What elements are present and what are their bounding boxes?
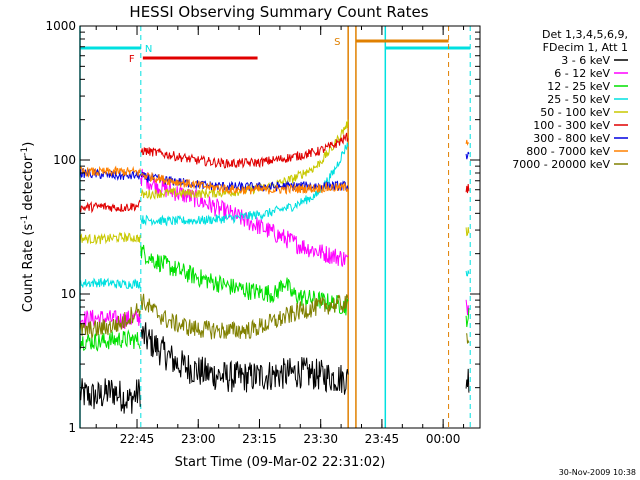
legend-label: 800 - 7000 keV <box>526 145 610 158</box>
series-group <box>79 119 470 414</box>
legend-label: 7000 - 20000 keV <box>512 158 610 171</box>
series-8 <box>79 139 469 195</box>
series-4 <box>79 142 470 290</box>
x-tick-label: 23:15 <box>242 432 277 446</box>
y-tick-label: 1 <box>68 421 76 435</box>
y-tick-label: 100 <box>53 153 76 167</box>
series-trace <box>465 299 470 316</box>
series-trace <box>140 168 349 267</box>
series-6 <box>79 132 470 214</box>
plot-frame <box>79 25 481 429</box>
series-9 <box>79 293 470 344</box>
axis-ticks: 1 10 100 1000 22:45 23:00 23:15 23:30 23:45 00:00 <box>45 19 480 446</box>
series-trace <box>465 183 470 194</box>
legend-header: FDecim 1, Att 1 <box>543 41 628 54</box>
y-axis-label-main: Count Rate (s <box>21 224 36 313</box>
series-trace <box>140 293 349 340</box>
timestamp: 30-Nov-2009 10:38 <box>559 468 636 477</box>
series-trace <box>79 277 141 290</box>
x-tick-label: 00:00 <box>426 432 461 446</box>
series-5 <box>79 119 470 246</box>
legend-header: Det 1,3,4,5,6,9, <box>542 28 628 41</box>
legend-label: 300 - 800 keV <box>533 132 610 145</box>
legend: Det 1,3,4,5,6,9,FDecim 1, Att 13 - 6 keV… <box>512 28 628 171</box>
series-trace <box>465 227 470 237</box>
series-trace <box>140 119 349 201</box>
y-tick-label: 10 <box>61 287 76 301</box>
series-trace <box>140 244 349 316</box>
series-trace <box>140 132 349 169</box>
y-axis-label-sup1: -1 <box>20 215 30 224</box>
series-trace <box>140 172 349 195</box>
x-tick-label: 22:45 <box>120 432 155 446</box>
legend-label: 50 - 100 keV <box>540 106 610 119</box>
series-trace <box>79 329 141 352</box>
series-trace <box>79 231 141 246</box>
legend-label: 12 - 25 keV <box>547 80 610 93</box>
observing-overlays: NF S <box>79 26 471 428</box>
y-axis-label-end: ) <box>21 142 36 147</box>
series-trace <box>79 199 141 214</box>
y-axis-label: Count Rate (s-1 detector-1) <box>20 142 36 313</box>
series-trace <box>465 270 470 277</box>
legend-label: 3 - 6 keV <box>561 54 610 67</box>
series-trace <box>465 139 469 146</box>
series-trace <box>465 368 470 393</box>
night-marker-label: N <box>145 44 152 55</box>
series-trace <box>466 333 470 344</box>
legend-label: 100 - 300 keV <box>533 119 610 132</box>
series-trace <box>79 378 141 414</box>
chart-title: HESSI Observing Summary Count Rates <box>129 3 428 21</box>
flare-marker-label: F <box>129 54 135 65</box>
saa-marker-label: S <box>334 37 340 48</box>
series-trace <box>465 308 470 328</box>
series-3 <box>79 244 470 352</box>
legend-label: 25 - 50 keV <box>547 93 610 106</box>
y-axis-label-sup2: -1 <box>20 147 30 156</box>
series-1 <box>79 322 470 414</box>
series-2 <box>79 168 470 330</box>
y-axis-label-mid: detector <box>21 155 36 215</box>
x-tick-label: 23:45 <box>365 432 400 446</box>
series-trace <box>79 303 141 339</box>
x-tick-label: 23:30 <box>303 432 338 446</box>
x-axis-label: Start Time (09-Mar-02 22:31:02) <box>175 455 386 470</box>
series-trace <box>140 142 349 227</box>
series-trace <box>79 165 141 178</box>
legend-label: 6 - 12 keV <box>554 67 610 80</box>
series-trace <box>465 151 470 160</box>
x-tick-label: 23:00 <box>181 432 216 446</box>
series-trace <box>140 322 349 395</box>
y-tick-label: 1000 <box>45 19 76 33</box>
